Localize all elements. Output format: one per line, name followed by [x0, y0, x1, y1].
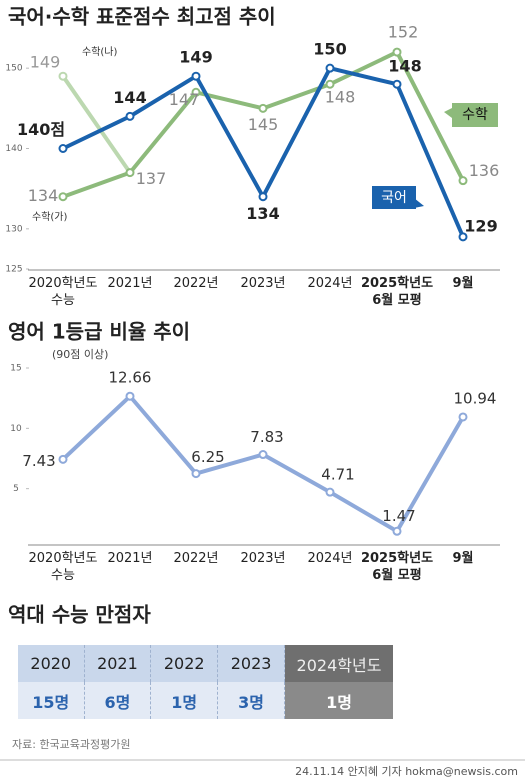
data-label: 1.47: [382, 507, 415, 525]
point: [325, 79, 335, 89]
header-cell: 2022: [150, 645, 219, 682]
chart-title: 국어·수학 표준점수 최고점 추이: [8, 5, 276, 29]
data-label: 12.66: [109, 369, 152, 387]
data-label: 144: [113, 88, 146, 107]
legend-label: 수학: [462, 107, 488, 123]
data-label: 134: [28, 186, 59, 205]
y-tick-label: 10: [10, 424, 22, 434]
point: [58, 71, 68, 81]
data-label: 4.71: [321, 466, 354, 484]
annotation: 수학(나): [82, 46, 118, 58]
data-label: 149: [179, 48, 212, 67]
source: 자료: 한국교육과정평가원: [12, 738, 131, 751]
y-tick-label: 140: [5, 144, 22, 154]
header-cell: 2021: [84, 645, 152, 682]
data-label: 140점: [17, 120, 65, 139]
y-tick-label: 150: [5, 64, 22, 74]
point: [458, 176, 468, 186]
cell: 1명: [284, 682, 393, 719]
y-tick-label: 125: [5, 265, 22, 275]
data-label: 150: [313, 40, 346, 59]
legend-pointer: [444, 108, 452, 118]
data-label: 6.25: [191, 448, 224, 466]
data-label: 7.83: [250, 428, 283, 446]
point: [458, 412, 468, 422]
cell: 6명: [84, 682, 152, 719]
x-tick-label: 2021년: [107, 276, 152, 291]
y-tick-label: 5: [13, 484, 19, 494]
point: [125, 111, 135, 121]
legend-box: [372, 186, 416, 209]
point: [58, 144, 68, 153]
x-tick-label: 2025학년도 6월 모평: [361, 550, 433, 583]
x-tick-label: 2020학년도 수능: [29, 551, 98, 583]
chart-subtitle: (90점 이상): [52, 348, 108, 361]
x-tick-label: 2022년: [173, 551, 218, 566]
table: 2020 2021 2022 2023 2024학년도 15명 6명 1명 3명…: [18, 645, 393, 719]
point: [325, 63, 335, 73]
credit: 24.11.14 안지혜 기자 hokma@newsis.com: [295, 765, 518, 778]
point: [191, 87, 201, 97]
table-title: 역대 수능 만점자: [8, 603, 151, 627]
x-tick-label: 2024년: [307, 551, 352, 566]
data-label: 129: [464, 216, 497, 235]
point: [392, 526, 402, 536]
data-row: 15명 6명 1명 3명 1명: [18, 682, 393, 719]
legend-label: 국어: [381, 190, 407, 206]
data-label: 134: [246, 204, 279, 223]
header-cell: 2023: [217, 645, 285, 682]
header-row: 2020 2021 2022 2023 2024학년도: [18, 645, 393, 682]
data-label: 7.43: [22, 452, 55, 470]
x-tick-label: 2020학년도 수능: [29, 276, 98, 308]
data-label: 149: [30, 53, 61, 72]
point: [258, 450, 268, 460]
x-tick-label: 2023년: [240, 551, 285, 566]
point: [58, 454, 68, 464]
series-line: [61, 75, 132, 174]
point: [191, 469, 201, 479]
point: [125, 168, 135, 178]
point: [125, 391, 135, 401]
header-cell: 2024학년도: [284, 645, 393, 682]
point: [58, 192, 68, 202]
data-label: 10.94: [454, 389, 497, 407]
x-tick-label: 9월: [452, 275, 473, 291]
cell: 3명: [217, 682, 285, 719]
cell: 1명: [150, 682, 219, 719]
point: [392, 47, 402, 57]
point: [258, 192, 268, 202]
x-tick-label: 2024년: [307, 276, 352, 291]
cell: 15명: [18, 682, 85, 719]
x-tick-label: 2023년: [240, 276, 285, 291]
data-label: 148: [325, 88, 356, 107]
legend-pointer: [414, 198, 424, 208]
data-label: 137: [136, 169, 167, 188]
y-tick-label: 15: [10, 364, 21, 374]
point: [191, 71, 201, 81]
legend-box: [452, 103, 498, 127]
data-label: 152: [388, 23, 419, 42]
data-label: 148: [388, 57, 421, 76]
y-tick-label: 130: [5, 224, 22, 234]
point: [458, 232, 468, 242]
header-cell: 2020: [18, 645, 85, 682]
annotation: 수학(가): [32, 211, 68, 223]
data-label: 136: [469, 161, 500, 180]
point: [258, 103, 268, 113]
chart-title: 영어 1등급 비율 추이: [8, 320, 190, 344]
x-tick-label: 9월: [452, 550, 473, 566]
x-tick-label: 2022년: [173, 276, 218, 291]
x-tick-label: 2021년: [107, 551, 152, 566]
point: [392, 79, 402, 89]
point: [325, 487, 335, 497]
data-label: 147: [169, 90, 200, 109]
x-tick-label: 2025학년도 6월 모평: [361, 275, 433, 308]
data-label: 145: [248, 115, 279, 134]
